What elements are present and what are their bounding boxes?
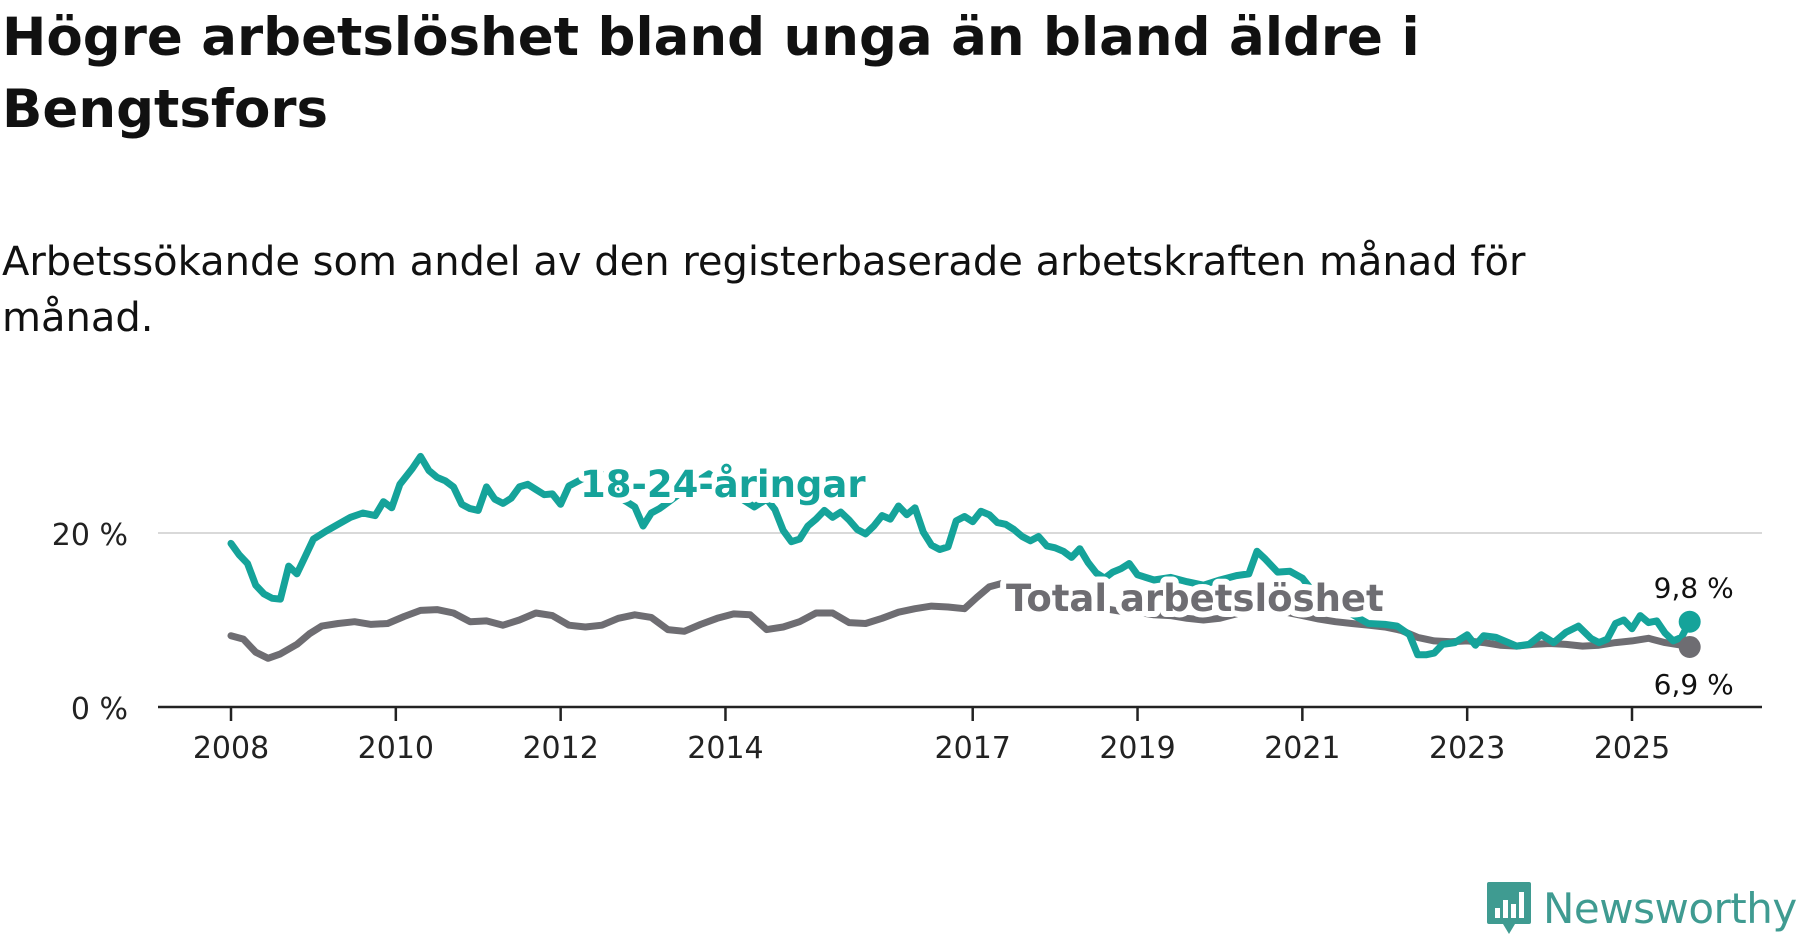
x-tick-label: 2010 <box>358 731 434 766</box>
youth-series-label: 18-24-åringar <box>580 463 866 506</box>
x-tick-label: 2017 <box>935 731 1011 766</box>
y-tick-label: 20 % <box>52 518 128 553</box>
youth-end-marker <box>1678 610 1701 633</box>
x-tick-label: 2023 <box>1429 731 1505 766</box>
total-series-label: Total arbetslöshet <box>1006 577 1384 620</box>
total-series-line <box>227 580 1694 662</box>
newsworthy-logo-icon <box>1487 882 1531 934</box>
x-tick-label: 2021 <box>1264 731 1340 766</box>
brand: Newsworthy <box>1485 880 1797 936</box>
total-end-marker <box>1678 635 1701 658</box>
x-tick-label: 2025 <box>1594 731 1670 766</box>
series-labels: 9,8 % 6,9 % 18-24-åringar Total arbetslöshe… <box>574 457 1734 701</box>
axes: 0 % 20 % 2008 2010 2012 2014 2017 2019 2021 2023 2… <box>52 518 1762 766</box>
brand-name: Newsworthy <box>1543 883 1797 933</box>
y-tick-label: 0 % <box>71 692 128 727</box>
x-tick-label: 2019 <box>1099 731 1175 766</box>
series-lines <box>227 452 1701 662</box>
youth-series-line <box>227 452 1694 659</box>
x-tick-label: 2012 <box>522 731 598 766</box>
youth-end-value-label: 9,8 % <box>1654 572 1734 605</box>
chart-subtitle: Arbetssökande som andel av den registerb… <box>2 239 1526 341</box>
chart-title: Högre arbetslöshet bland unga än bland ä… <box>2 7 1420 140</box>
x-tick-label: 2008 <box>193 731 269 766</box>
total-end-value-label: 6,9 % <box>1654 668 1734 701</box>
x-tick-label: 2014 <box>687 731 763 766</box>
